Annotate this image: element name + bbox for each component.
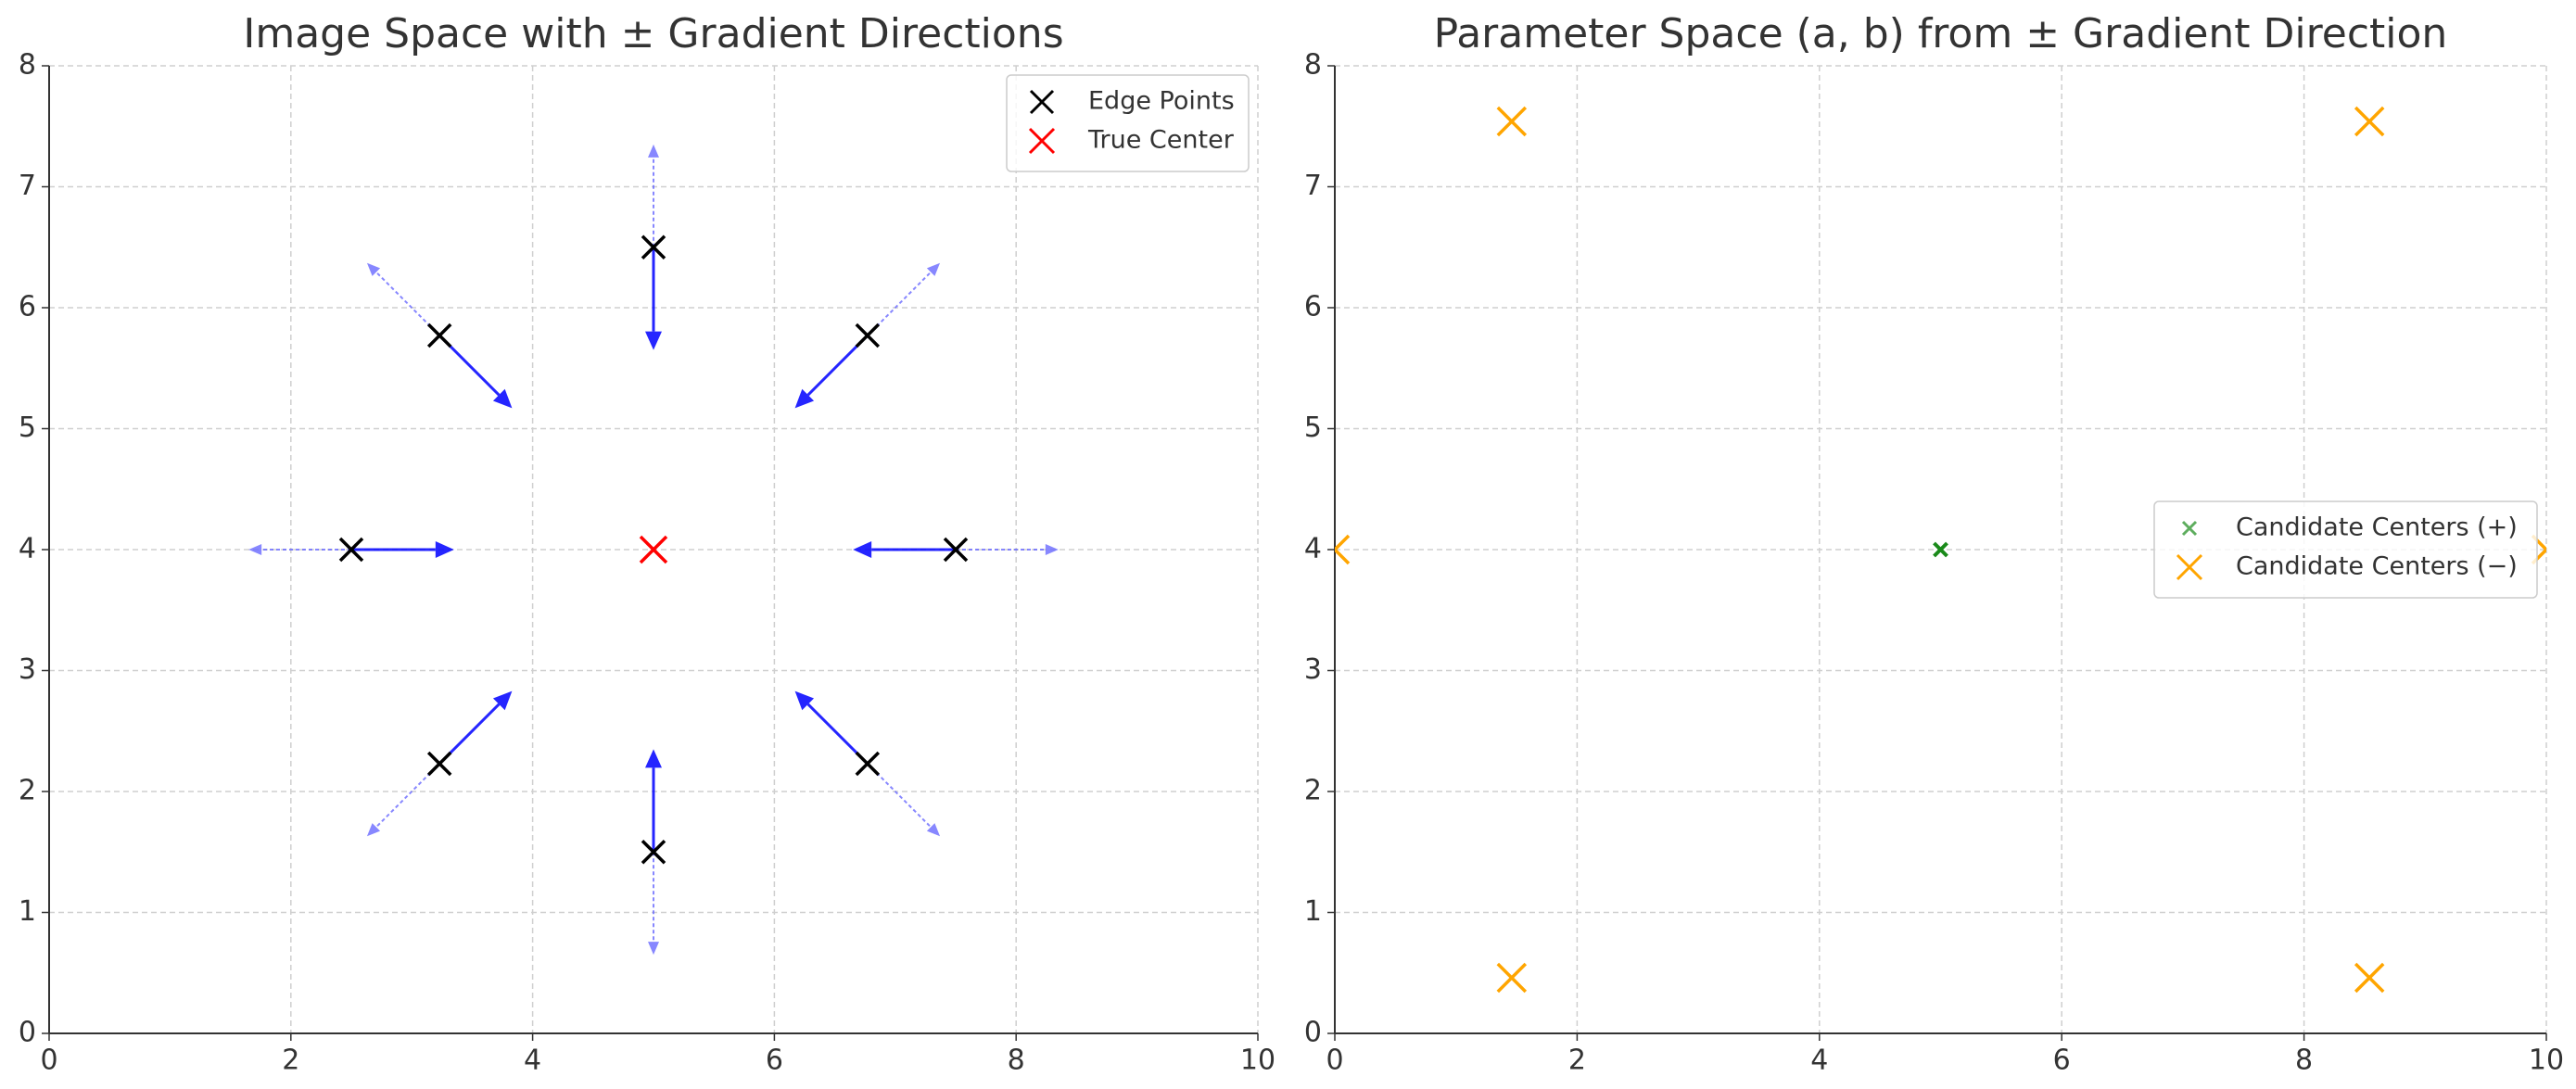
y-tick-label: 2 [19,775,36,807]
marker [1496,106,1528,137]
arrow-head [492,690,513,711]
x-tick-label: 2 [282,1045,299,1077]
arrow [956,544,1059,555]
chart-title: Image Space with ± Gradient Directions [243,10,1063,57]
marker [2354,962,2385,994]
x-tick-label: 10 [2529,1045,2564,1077]
y-tick-label: 6 [1304,291,1322,323]
arrow [351,541,454,558]
marker [1496,962,1528,994]
plot-area [248,144,1059,956]
arrow-head [648,144,659,158]
legend-label: True Center [1087,126,1235,155]
x-tick-label: 0 [1326,1045,1343,1077]
legend-label: Candidate Centers (−) [2236,552,2518,581]
y-tick-label: 7 [19,170,36,202]
x-tick-label: 6 [2053,1045,2071,1077]
y-tick-label: 2 [1304,775,1322,807]
marker [2176,553,2203,581]
legend-label: Edge Points [1088,87,1235,116]
legend: Edge Points True Center [1006,74,1250,172]
y-tick-label: 5 [19,412,36,444]
y-tick-label: 0 [1304,1017,1322,1049]
axes: 0 2 4 6 8 10 0 1 2 3 4 5 6 7 8 Parameter Space (a, b) f… [1304,10,2564,1077]
arrow-head [248,544,262,555]
arrow [853,541,956,558]
y-tick-label: 1 [19,895,36,928]
arrow-head [794,690,815,711]
marker [855,323,881,348]
y-tick-label: 1 [1304,895,1322,928]
marker [2354,106,2385,137]
arrow [248,544,351,555]
arrow-head [648,942,659,956]
arrow-head [794,388,815,409]
arrow-head [926,262,941,276]
marker [426,323,452,348]
arrow-head [435,541,454,558]
y-tick-label: 3 [1304,653,1322,686]
marker [855,751,881,777]
marker [1029,89,1055,115]
y-tick-label: 8 [1304,49,1322,82]
y-tick-label: 7 [1304,170,1322,202]
marker [1933,541,1948,558]
arrow [645,749,662,853]
y-tick-label: 5 [1304,412,1322,444]
arrow [645,247,662,350]
y-tick-label: 8 [19,49,36,82]
chart-title: Parameter Space (a, b) from ± Gradient D… [1434,10,2448,57]
marker [338,537,364,563]
marker [1028,127,1056,155]
marker [943,537,969,563]
marker [639,535,668,564]
y-tick-label: 0 [19,1017,36,1049]
marker [426,751,452,777]
arrow-head [926,823,941,837]
y-tick-label: 4 [19,533,36,565]
x-tick-label: 8 [2295,1045,2313,1077]
x-tick-label: 8 [1008,1045,1025,1077]
x-tick-label: 2 [1568,1045,1586,1077]
arrow-head [645,331,662,350]
legend-box [2153,500,2538,599]
arrow [648,144,659,247]
y-tick-label: 4 [1304,533,1322,565]
arrow-head [492,388,513,409]
marker [2181,520,2198,537]
y-tick-label: 6 [19,291,36,323]
y-tick-label: 3 [19,653,36,686]
x-tick-label: 6 [766,1045,783,1077]
marker [1335,534,1351,565]
arrow [648,852,659,956]
x-tick-label: 10 [1240,1045,1275,1077]
arrow-head [366,823,381,837]
arrow-head [366,262,381,276]
marker [641,840,666,865]
legend-label: Candidate Centers (+) [2236,513,2518,542]
marker [641,234,666,260]
arrow-head [645,749,662,768]
x-tick-label: 4 [1810,1045,1828,1077]
legend-box [1006,74,1250,172]
x-tick-label: 4 [524,1045,541,1077]
legend: Candidate Centers (+) Candidate Centers (… [2153,500,2538,599]
arrow-head [1045,544,1059,555]
arrow-head [853,541,872,558]
x-tick-label: 0 [40,1045,57,1077]
